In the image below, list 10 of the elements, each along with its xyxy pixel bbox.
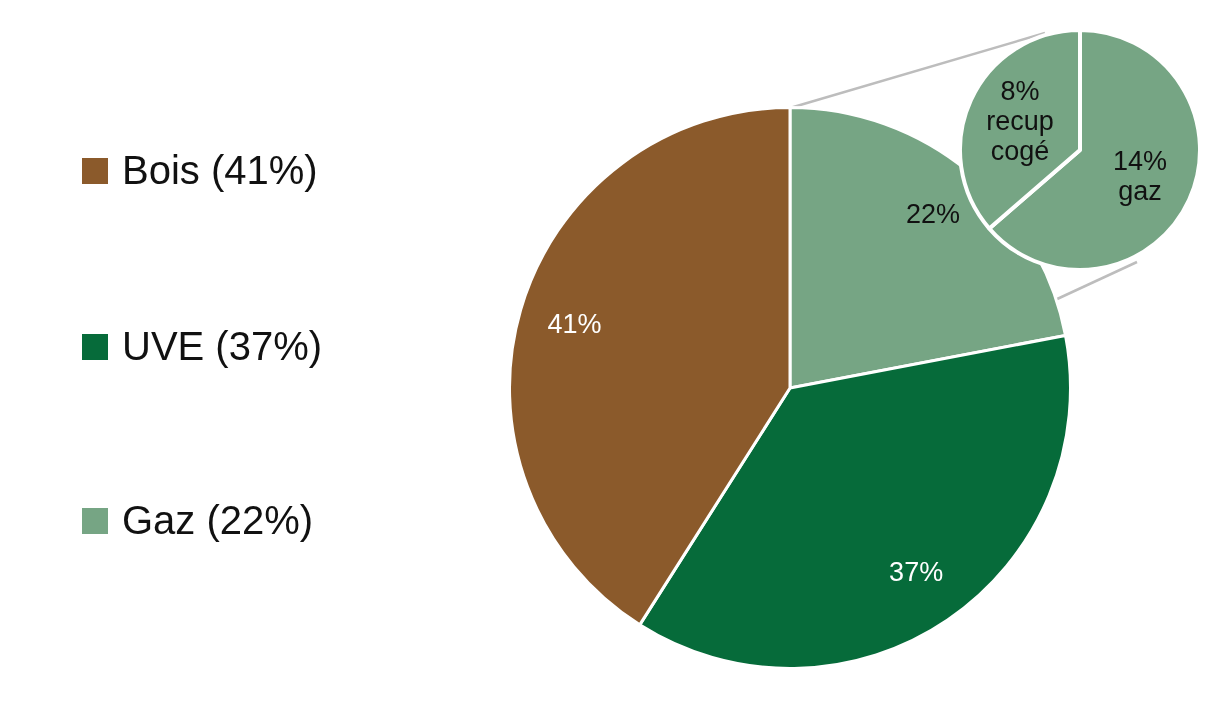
legend-label: UVE (37%) — [122, 324, 323, 369]
slice-label: gaz — [1118, 175, 1162, 206]
data-label: 14% — [1113, 145, 1168, 176]
legend-label: Gaz (22%) — [122, 498, 314, 543]
data-label: 22% — [906, 198, 961, 229]
slice-label: recup cogé — [986, 106, 1054, 167]
data-label: 8% — [1000, 75, 1040, 106]
data-label: 37% — [889, 557, 944, 588]
legend-label: Bois (41%) — [122, 148, 318, 193]
data-label: 41% — [547, 308, 602, 339]
